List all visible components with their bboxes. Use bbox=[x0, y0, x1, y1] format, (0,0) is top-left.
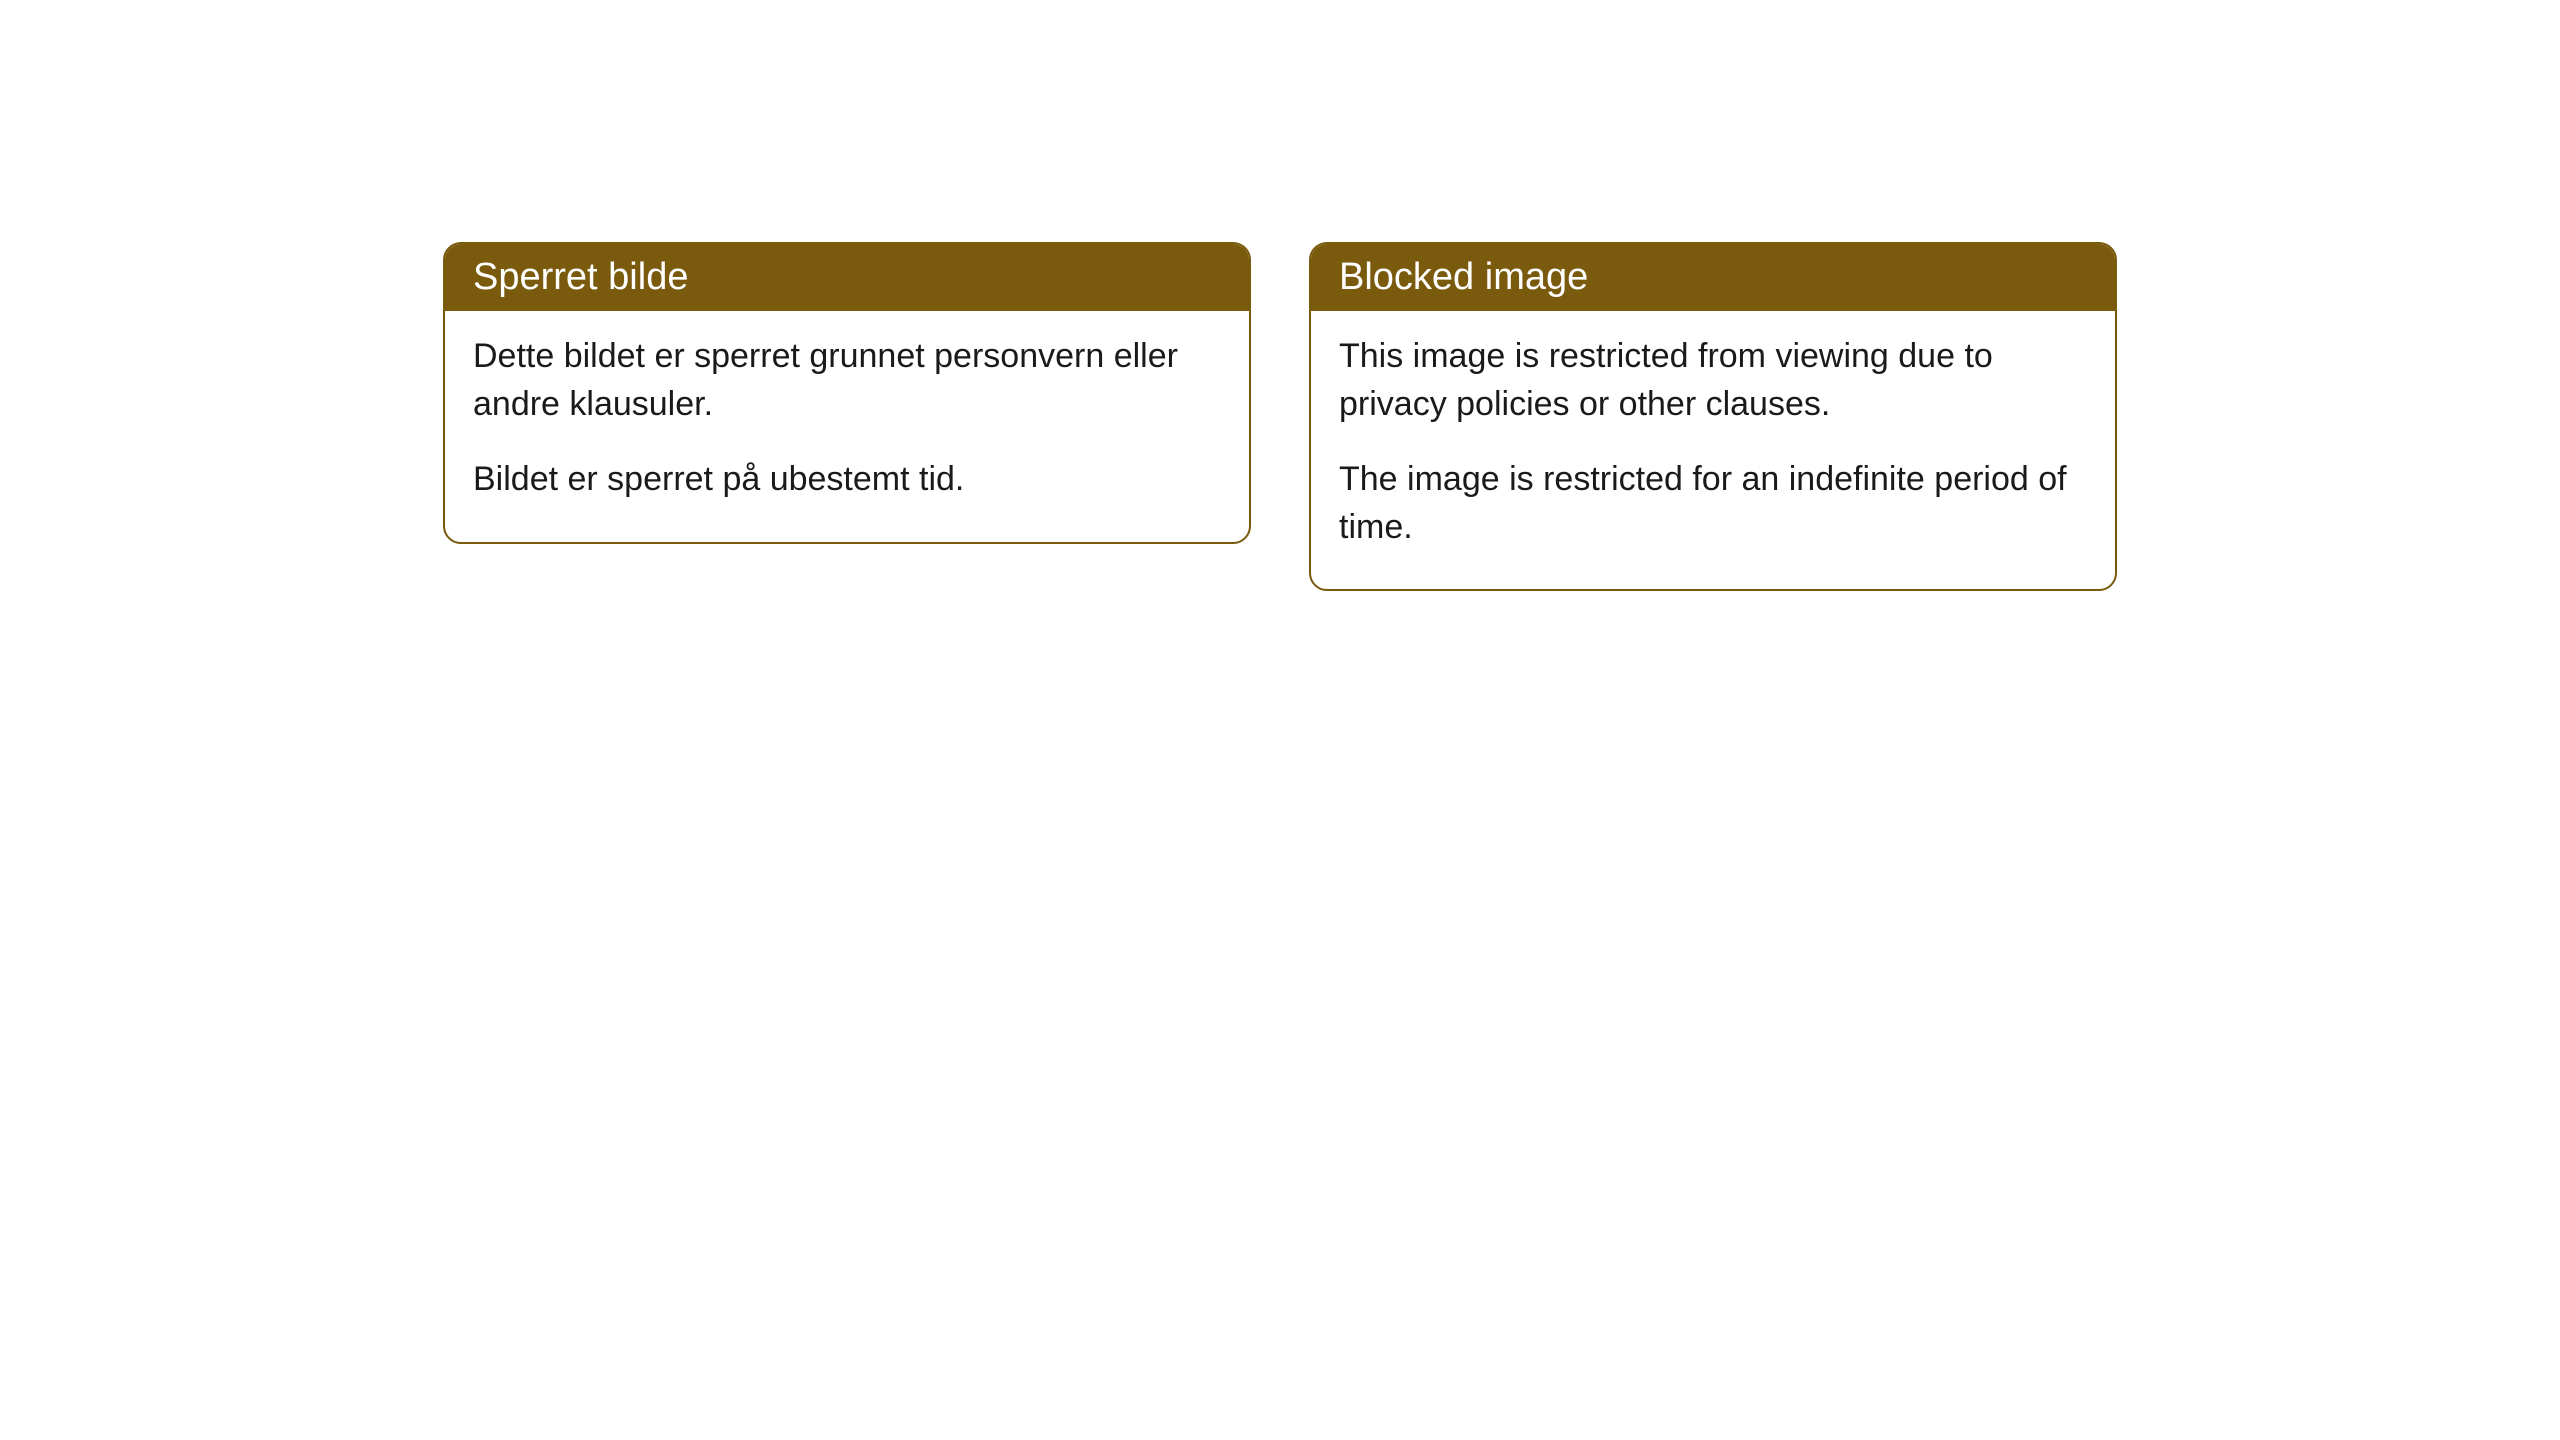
card-paragraph-2-norwegian: Bildet er sperret på ubestemt tid. bbox=[473, 456, 1221, 504]
card-header-norwegian: Sperret bilde bbox=[445, 244, 1249, 311]
card-header-english: Blocked image bbox=[1311, 244, 2115, 311]
card-body-english: This image is restricted from viewing du… bbox=[1311, 311, 2115, 589]
card-paragraph-1-norwegian: Dette bildet er sperret grunnet personve… bbox=[473, 333, 1221, 428]
notice-cards-container: Sperret bilde Dette bildet er sperret gr… bbox=[443, 242, 2117, 1440]
card-paragraph-1-english: This image is restricted from viewing du… bbox=[1339, 333, 2087, 428]
card-paragraph-2-english: The image is restricted for an indefinit… bbox=[1339, 456, 2087, 551]
card-title-norwegian: Sperret bilde bbox=[473, 256, 688, 298]
blocked-image-card-english: Blocked image This image is restricted f… bbox=[1309, 242, 2117, 591]
card-body-norwegian: Dette bildet er sperret grunnet personve… bbox=[445, 311, 1249, 542]
blocked-image-card-norwegian: Sperret bilde Dette bildet er sperret gr… bbox=[443, 242, 1251, 544]
card-title-english: Blocked image bbox=[1339, 256, 1588, 298]
